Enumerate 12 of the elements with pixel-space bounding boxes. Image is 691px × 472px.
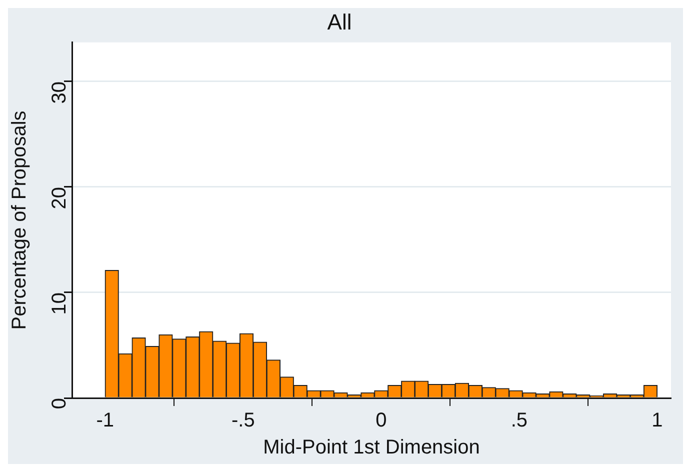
chart-title: All — [327, 9, 352, 34]
x-tick-label: 1 — [652, 410, 663, 432]
x-tick-label: .5 — [510, 410, 528, 432]
x-tick-label: -.5 — [231, 410, 255, 432]
y-tick-label: 20 — [48, 186, 71, 210]
y-axis-title: Percentage of Proposals — [8, 110, 31, 330]
x-axis-title: Mid-Point 1st Dimension — [263, 436, 480, 459]
x-tick-label: 0 — [376, 410, 387, 432]
y-tick-label: 0 — [48, 398, 71, 410]
y-tick-label: 30 — [48, 81, 71, 104]
y-tick-label: 10 — [48, 292, 71, 315]
x-tick-label: -1 — [96, 410, 114, 432]
